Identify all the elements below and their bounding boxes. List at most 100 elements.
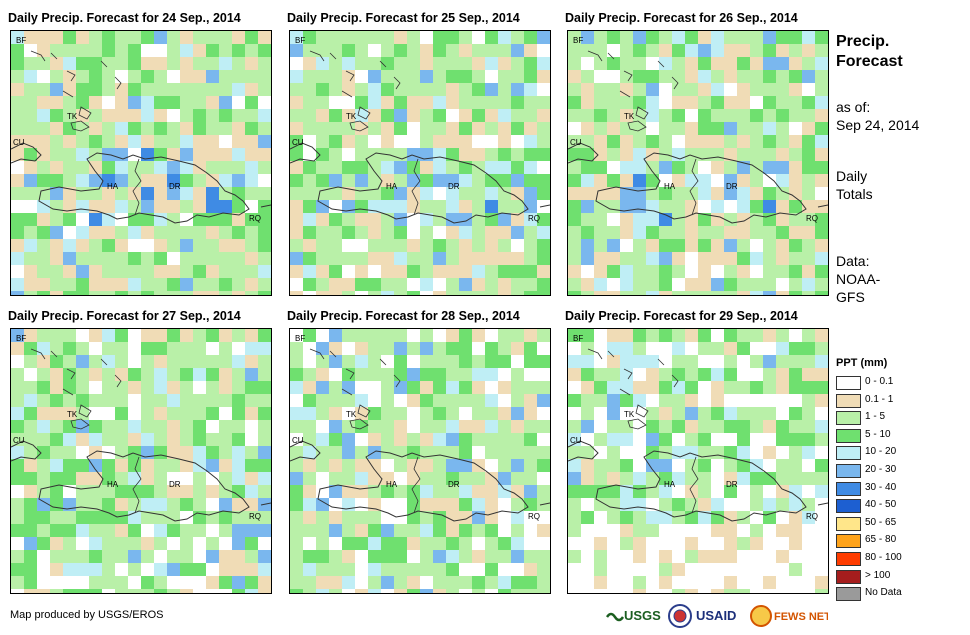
precip-cell [724,485,738,499]
precip-cell [524,239,538,253]
puerto-rico-outline [260,502,271,506]
legend-swatch [836,587,861,602]
precip-cell [232,265,246,279]
precip-cell [472,563,486,577]
bahamas-outline [587,348,679,418]
precip-cell [232,472,246,486]
precip-cell [776,550,790,564]
precip-cell [620,70,634,84]
precip-cell [750,485,764,499]
precip-cell [594,226,608,240]
legend-label: 30 - 40 [865,481,897,493]
precip-cell [141,537,155,551]
precip-cell [316,226,330,240]
precip-cell [802,239,816,253]
precip-cell [420,433,434,447]
precip-cell [89,511,103,525]
precip-cell [498,420,512,434]
precip-cell [763,135,777,149]
precip-cell [24,122,38,136]
precip-cell [524,135,538,149]
precip-cell [219,148,233,162]
precip-cell [498,213,512,227]
precip-cell [659,420,673,434]
precip-cell [802,57,816,71]
precip-cell [789,252,803,266]
precip-cell [433,109,447,123]
precip-cell [633,342,647,356]
precip-cell [594,485,608,499]
precip-cell [76,355,90,369]
precip-cell [594,355,608,369]
precip-cell [776,96,790,110]
precip-cell [128,407,142,421]
precip-cell [24,329,38,343]
precip-cell [180,511,194,525]
precip-cell [737,291,751,295]
precip-cell [724,459,738,473]
precip-cell [763,498,777,512]
precip-cell [154,31,168,45]
precip-cell [498,174,512,188]
precip-cell [789,83,803,97]
precip-cell [776,576,790,590]
precip-cell [672,537,686,551]
legend-title: PPT (mm) [836,357,888,369]
precip-cell [11,187,25,201]
precip-cell [258,368,271,382]
precip-cell [776,589,790,593]
precip-cell [524,213,538,227]
precip-cell [76,239,90,253]
precip-cell [724,57,738,71]
precip-cell [581,239,595,253]
precip-cell [750,368,764,382]
precip-cell [646,200,660,214]
precip-cell [407,329,421,343]
precip-cell [737,329,751,343]
precip-cell [420,537,434,551]
precip-cell [607,135,621,149]
place-label: TK [624,410,635,419]
precip-cell [737,239,751,253]
precip-cell [115,394,129,408]
precip-cell [511,291,525,295]
precip-cell [420,213,434,227]
precip-cell [355,576,369,590]
precip-cell [63,278,77,292]
precip-cell [446,83,460,97]
precip-cell [50,57,64,71]
precip-cell [459,265,473,279]
precip-cell [219,291,233,295]
precip-cell [789,407,803,421]
precip-cell [115,148,129,162]
precip-cell [368,291,382,295]
precip-cell [815,394,828,408]
precip-cell [368,187,382,201]
precip-cell [167,433,181,447]
precip-cell [24,485,38,499]
precip-cell [498,446,512,460]
precip-cell [206,31,220,45]
precip-cell [524,459,538,473]
precip-cell [316,420,330,434]
precip-cell [485,537,499,551]
precip-cell [407,472,421,486]
precip-cell [394,407,408,421]
precip-cell [420,148,434,162]
turks-caicos-outline [627,418,647,430]
precip-cell [646,239,660,253]
precip-cell [568,459,582,473]
precip-cell [607,226,621,240]
precip-cell [646,122,660,136]
precip-cell [737,122,751,136]
precip-cell [485,31,499,45]
precip-cell [76,31,90,45]
cuba-outline [11,142,42,164]
precip-cell [724,226,738,240]
precip-cell [446,407,460,421]
precip-cell [789,420,803,434]
precip-cell [498,589,512,593]
legend-label: 5 - 10 [865,428,891,440]
precip-cell [433,226,447,240]
precip-cell [63,433,77,447]
